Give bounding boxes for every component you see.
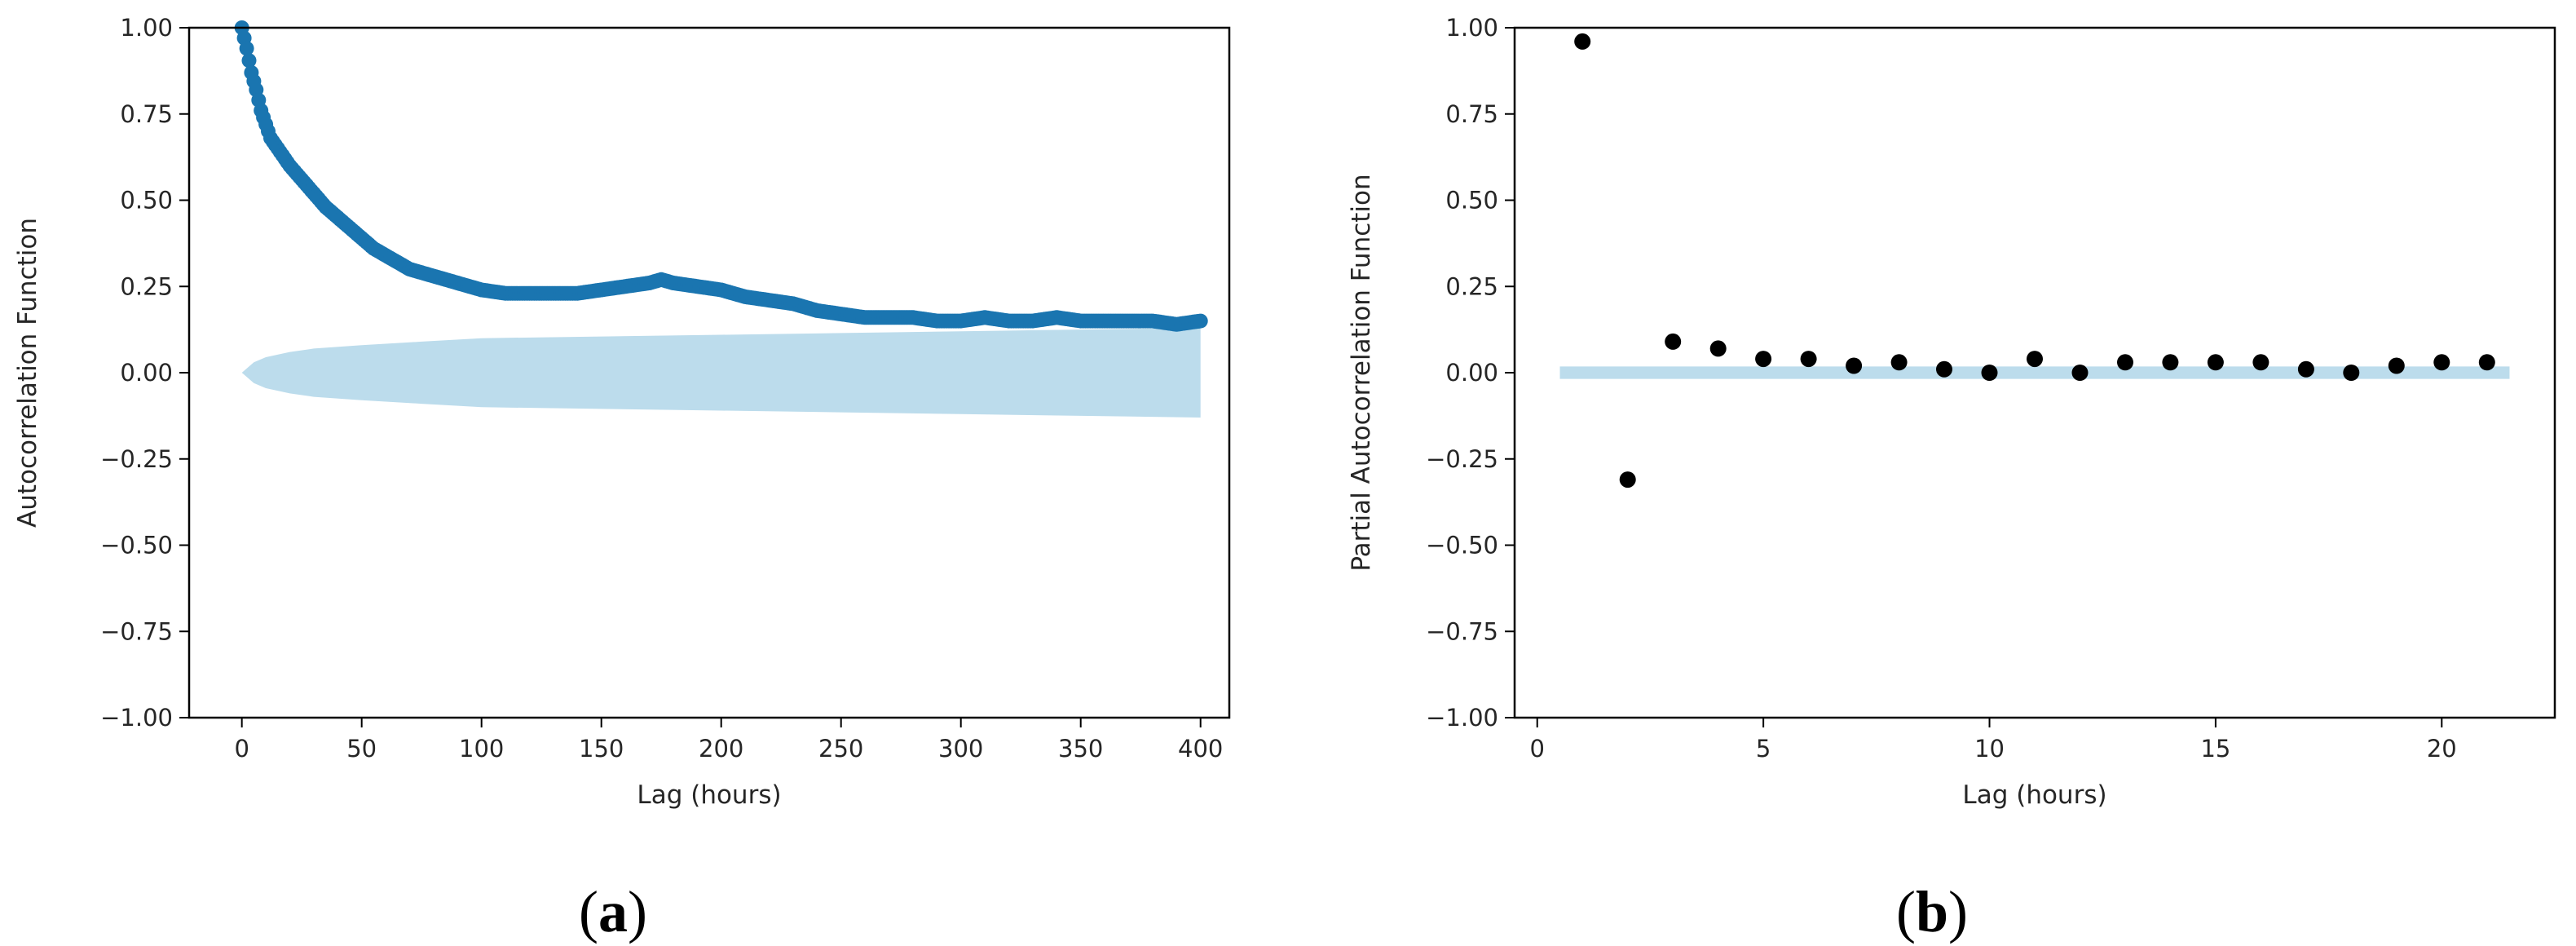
x-tick-label: 250	[818, 735, 863, 763]
x-tick-label: 5	[1756, 735, 1771, 763]
y-tick-label: −0.25	[1426, 445, 1498, 473]
x-tick-label: 50	[346, 735, 377, 763]
pacf-point	[1665, 333, 1682, 350]
chart-b-x-axis-label: Lag (hours)	[1962, 780, 2106, 810]
pacf-point	[2297, 360, 2314, 378]
pacf-point	[1890, 354, 1908, 371]
x-tick-label: 400	[1178, 735, 1223, 763]
y-tick-label: −0.75	[1426, 617, 1498, 645]
pacf-point	[2478, 354, 2495, 371]
chart-a-y-axis-label: Autocorrelation Function	[13, 218, 42, 528]
y-tick-label: 0.75	[120, 100, 173, 128]
y-tick-label: 0.00	[1445, 359, 1498, 387]
pacf-point	[1574, 33, 1591, 50]
y-tick-label: −1.00	[100, 704, 173, 732]
pacf-point	[2027, 351, 2043, 368]
confidence-band-area	[241, 328, 1201, 418]
x-tick-label: 10	[1974, 735, 2005, 763]
pacf-point	[2433, 354, 2450, 371]
pacf-confidence-band	[1559, 366, 2510, 379]
x-tick-label: 300	[938, 735, 983, 763]
pacf-point	[1846, 357, 1863, 374]
y-tick-label: −0.50	[100, 532, 173, 559]
chart-a-x-ticks: 0 50 100 150 200 250 300 350 400	[234, 718, 1223, 763]
pacf-point	[1800, 351, 1817, 368]
acf-point	[239, 41, 254, 56]
pacf-point	[1981, 365, 1998, 381]
y-tick-label: 0.25	[1445, 272, 1498, 300]
x-tick-label: 0	[1530, 735, 1545, 763]
chart-a-y-ticks: −1.00 −0.75 −0.50 −0.25 0.00 0.25 0.50 0.75 1.00	[100, 14, 189, 732]
y-tick-label: 0.00	[120, 359, 173, 387]
pacf-point	[2388, 357, 2405, 374]
chart-b-y-axis-label: Partial Autocorrelation Function	[1347, 174, 1376, 571]
pacf-point	[1755, 351, 1772, 368]
y-tick-label: −1.00	[1426, 704, 1498, 732]
pacf-points	[1574, 33, 2495, 488]
confidence-band-area	[1559, 366, 2510, 379]
acf-points	[234, 20, 1208, 332]
x-tick-label: 20	[2427, 735, 2457, 763]
y-tick-label: 0.50	[1445, 187, 1498, 214]
pacf-point	[2343, 365, 2360, 381]
pacf-point	[2252, 354, 2269, 371]
acf-point	[1193, 313, 1208, 329]
x-tick-label: 350	[1058, 735, 1103, 763]
x-tick-label: 100	[459, 735, 504, 763]
x-tick-label: 0	[234, 735, 249, 763]
y-tick-label: −0.25	[100, 445, 173, 473]
chart-b-y-ticks: −1.00 −0.75 −0.50 −0.25 0.00 0.25 0.50 0.75 1.00	[1426, 14, 1515, 732]
pacf-point	[2207, 354, 2224, 371]
pacf-point	[1936, 360, 1952, 378]
x-tick-label: 200	[699, 735, 743, 763]
x-tick-label: 150	[579, 735, 624, 763]
chart-a: 0 50 100 150 200 250 300 350 400 −1.00 −0.75 −0.50…	[13, 14, 1231, 944]
acf-confidence-band	[241, 328, 1201, 418]
y-tick-label: 0.25	[120, 272, 173, 300]
y-tick-label: −0.75	[100, 617, 173, 645]
x-tick-label: 15	[2200, 735, 2230, 763]
pacf-point	[2162, 354, 2179, 371]
chart-a-x-axis-label: Lag (hours)	[637, 780, 781, 810]
panel-label-b: (b)	[1896, 879, 1968, 944]
y-tick-label: −0.50	[1426, 532, 1498, 559]
y-tick-label: 0.75	[1445, 100, 1498, 128]
pacf-point	[2071, 365, 2089, 381]
acf-point	[241, 53, 257, 69]
pacf-point	[1709, 340, 1727, 357]
y-tick-label: 1.00	[1445, 14, 1498, 42]
panel-label-a: (a)	[579, 879, 647, 944]
y-tick-label: 1.00	[120, 14, 173, 42]
pacf-point	[1619, 471, 1636, 488]
pacf-point	[2117, 354, 2133, 371]
chart-b-x-ticks: 0 5 10 15 20	[1530, 718, 2457, 763]
chart-b: 0 5 10 15 20 −1.00 −0.75 −0.50 −0.25 0.00 0.25 0.5…	[1347, 14, 2556, 944]
y-tick-label: 0.50	[120, 187, 173, 214]
